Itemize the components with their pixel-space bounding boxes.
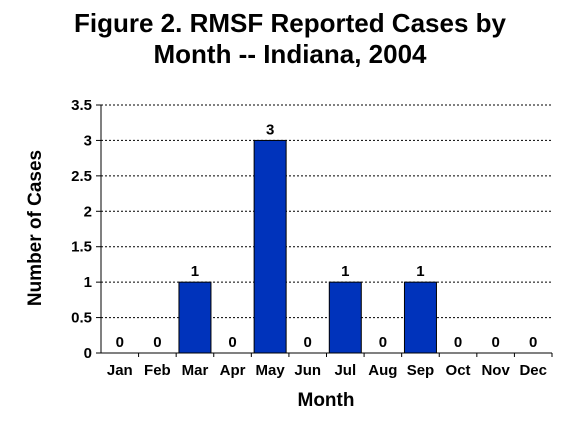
y-tick-label: 0.5 [71, 310, 92, 327]
chart-title-line1: Figure 2. RMSF Reported Cases by [74, 8, 506, 38]
y-tick-label: 1 [84, 274, 92, 291]
data-labels: 0 0 1 0 3 0 1 0 1 0 0 0 [116, 121, 538, 351]
data-label: 0 [153, 334, 161, 351]
x-tick-label: Oct [446, 362, 471, 379]
y-tick-label: 2 [84, 203, 92, 220]
data-label: 3 [266, 121, 274, 138]
data-label: 0 [379, 334, 387, 351]
x-tick-label: Mar [182, 362, 209, 379]
data-label: 1 [416, 263, 424, 280]
bar [178, 281, 212, 354]
bar [403, 281, 437, 354]
y-tick-label: 3 [84, 132, 92, 149]
data-label: 0 [454, 334, 462, 351]
gridlines [101, 104, 552, 319]
bar [328, 281, 362, 354]
x-axis-title: Month [298, 390, 355, 411]
data-label: 0 [116, 334, 124, 351]
y-tick-label: 2.5 [71, 168, 92, 185]
x-tick-label: Nov [481, 362, 510, 379]
x-tick-labels: Jan Feb Mar Apr May Jun Jul Aug Sep Oct Nov Dec [107, 362, 547, 379]
y-tick-label: 3.5 [71, 97, 92, 114]
data-label: 0 [228, 334, 236, 351]
y-tick-label: 0 [84, 345, 92, 362]
x-tick-label: Dec [519, 362, 547, 379]
x-tick-label: Aug [368, 362, 397, 379]
y-tick-label: 1.5 [71, 239, 92, 256]
y-tick-labels: 0 0.5 1 1.5 2 2.5 3 3.5 [71, 97, 92, 362]
x-tick-label: Jul [334, 362, 356, 379]
x-tick-label: May [256, 362, 286, 379]
data-label: 0 [529, 334, 537, 351]
x-tick-label: Apr [220, 362, 246, 379]
x-tick-label: Jan [107, 362, 133, 379]
data-label: 1 [191, 263, 199, 280]
x-tick-label: Sep [407, 362, 435, 379]
chart-title: Figure 2. RMSF Reported Cases by Month -… [0, 8, 580, 70]
chart-title-line2: Month -- Indiana, 2004 [153, 39, 427, 69]
data-label: 0 [304, 334, 312, 351]
y-axis-title: Number of Cases [25, 150, 46, 306]
x-tick-label: Feb [144, 362, 171, 379]
data-label: 1 [341, 263, 349, 280]
x-tick-label: Jun [294, 362, 321, 379]
axes [96, 104, 553, 357]
bar [253, 139, 287, 354]
data-label: 0 [491, 334, 499, 351]
